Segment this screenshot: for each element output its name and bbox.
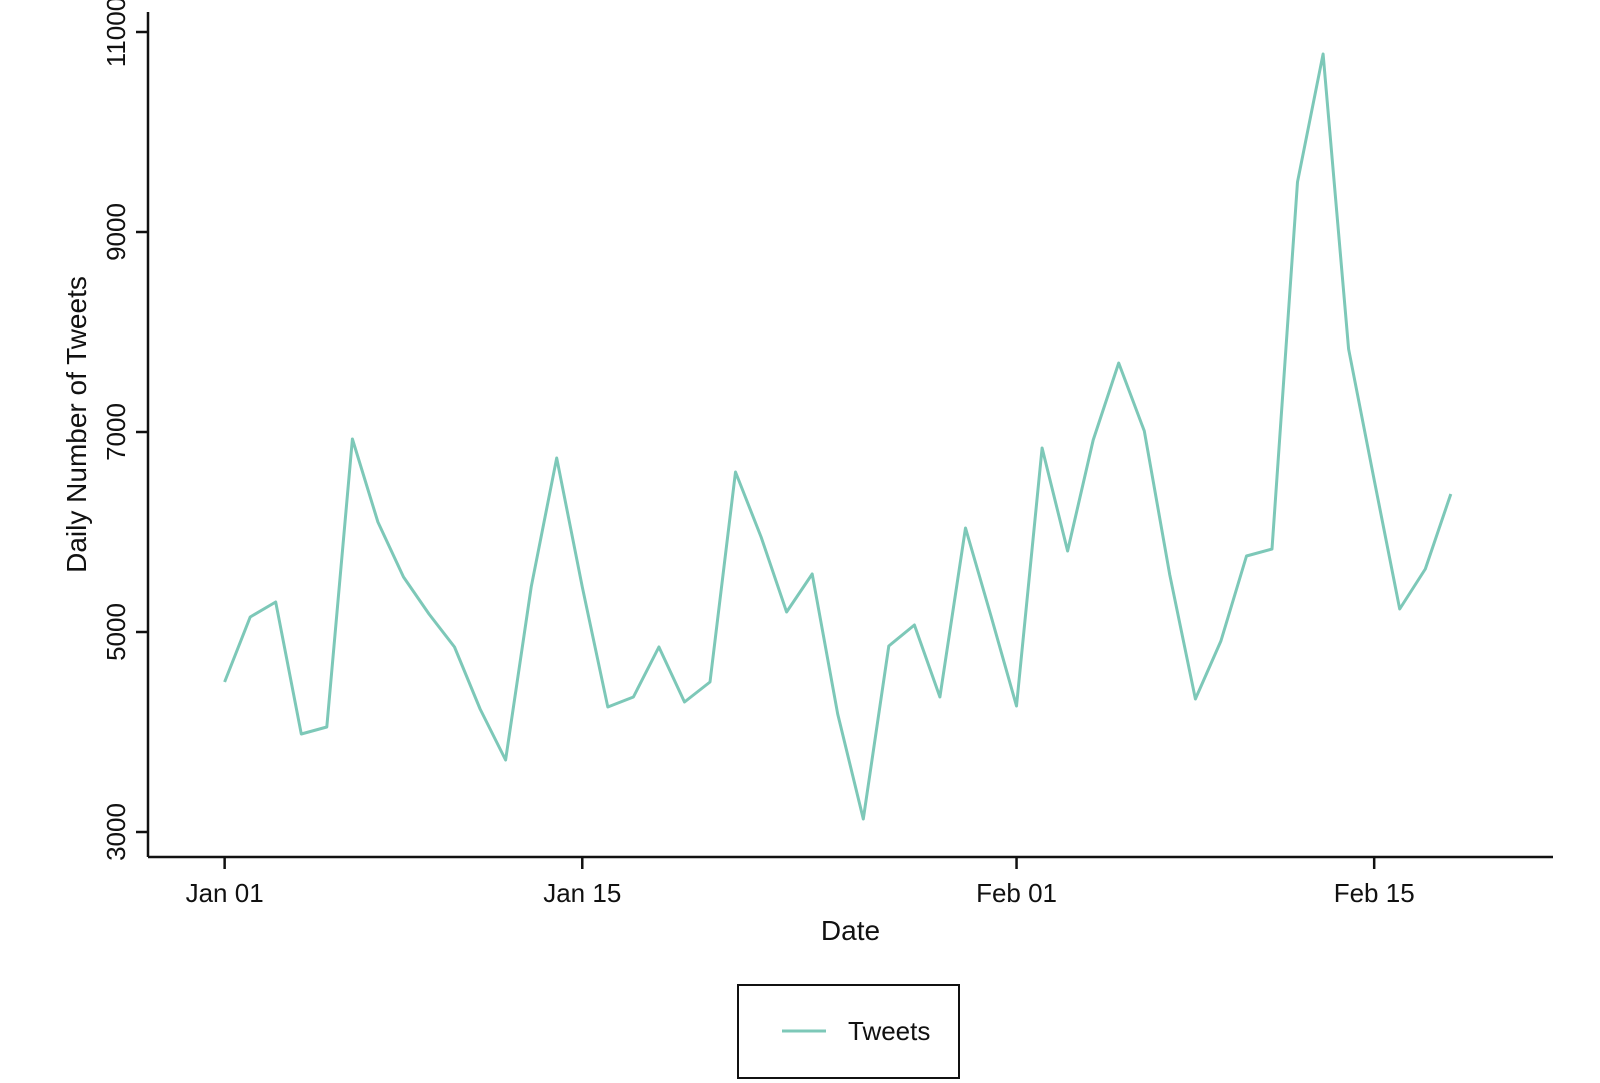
x-axis-title: Date (821, 915, 880, 946)
y-tick-label: 11000 (101, 0, 131, 67)
legend-label-tweets: Tweets (848, 1016, 930, 1046)
x-tick-label: Feb 01 (976, 878, 1057, 908)
x-tick-label: Jan 15 (543, 878, 621, 908)
x-axis-ticks: Jan 01 Jan 15 Feb 01 Feb 15 (186, 857, 1415, 908)
plot-area: 3000 5000 7000 9000 11000 Jan 01 Jan 15 Feb 01… (101, 0, 1553, 908)
x-tick-label: Feb 15 (1334, 878, 1415, 908)
y-tick-label: 7000 (101, 403, 131, 461)
y-tick-label: 9000 (101, 203, 131, 261)
y-axis-ticks: 3000 5000 7000 9000 11000 (101, 0, 148, 861)
y-axis-title: Daily Number of Tweets (61, 276, 92, 573)
x-tick-label: Jan 01 (186, 878, 264, 908)
y-tick-label: 3000 (101, 803, 131, 861)
series-line-tweets (223, 52, 1453, 821)
legend: Tweets (737, 984, 960, 1079)
legend-box (737, 984, 960, 1079)
y-tick-label: 5000 (101, 603, 131, 661)
